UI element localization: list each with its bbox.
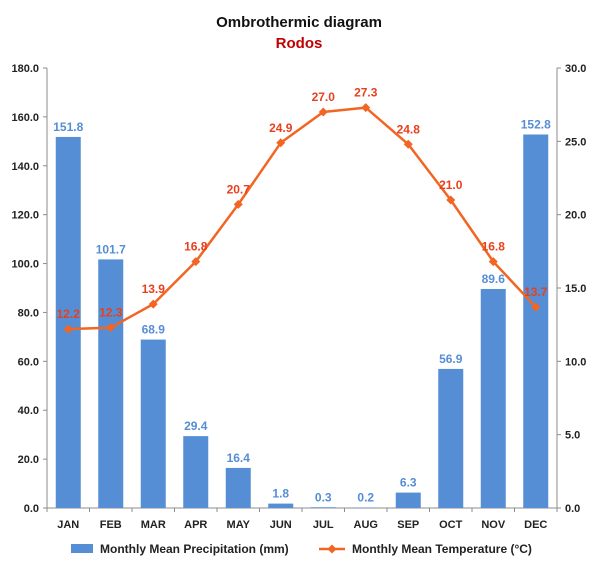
left-tick-label: 140.0 <box>11 161 39 173</box>
precipitation-bar <box>183 436 209 508</box>
left-tick-label: 0.0 <box>24 503 39 515</box>
legend-temperature-swatch-marker <box>327 544 337 554</box>
category-label: FEB <box>100 519 122 531</box>
precipitation-data-label: 0.2 <box>357 491 374 505</box>
temperature-marker <box>446 195 456 205</box>
left-tick-label: 120.0 <box>11 210 39 222</box>
right-tick-label: 25.0 <box>565 136 586 148</box>
legend-temperature-label: Monthly Mean Temperature (°C) <box>352 542 532 556</box>
right-tick-label: 0.0 <box>565 503 580 515</box>
temperature-data-label: 24.8 <box>397 122 421 136</box>
category-label: OCT <box>439 519 463 531</box>
plot-area: 0.0 20.0 40.0 60.0 80.0 100.0 120.0 140.0 160.0 1… <box>11 63 586 531</box>
precipitation-bar <box>98 259 124 508</box>
right-tick-label: 30.0 <box>565 63 586 75</box>
temperature-marker <box>148 299 158 309</box>
precipitation-bar <box>353 507 379 509</box>
temperature-data-label: 16.8 <box>184 240 208 254</box>
category-label: MAY <box>227 519 251 531</box>
precipitation-data-label: 151.8 <box>53 120 83 134</box>
precipitation-bar <box>438 368 464 508</box>
temperature-data-label: 27.0 <box>312 90 336 104</box>
right-tick-label: 10.0 <box>565 356 586 368</box>
temperature-data-label: 12.2 <box>57 307 81 321</box>
temperature-marker <box>191 257 201 267</box>
precipitation-data-label: 101.7 <box>96 242 126 256</box>
category-label: APR <box>184 519 207 531</box>
left-tick-label: 180.0 <box>11 63 39 75</box>
right-tick-label: 20.0 <box>565 210 586 222</box>
precipitation-data-label: 89.6 <box>482 272 506 286</box>
temperature-data-label: 16.8 <box>482 240 506 254</box>
precipitation-data-label: 68.9 <box>142 323 166 337</box>
precipitation-data-label: 16.4 <box>227 451 251 465</box>
category-label: DEC <box>524 519 547 531</box>
temperature-data-label: 24.9 <box>269 121 293 135</box>
temperature-marker <box>403 139 413 149</box>
temperature-marker <box>361 103 371 113</box>
temperature-marker <box>318 107 328 117</box>
right-tick-label: 5.0 <box>565 430 580 442</box>
precipitation-data-label: 152.8 <box>521 117 551 131</box>
precipitation-bar <box>140 339 166 508</box>
temperature-marker <box>63 324 73 334</box>
legend-precipitation-label: Monthly Mean Precipitation (mm) <box>100 542 289 556</box>
temperature-line <box>68 106 537 331</box>
chart-title: Ombrothermic diagram <box>216 14 382 31</box>
temperature-data-label: 27.3 <box>354 86 378 100</box>
right-tick-label: 15.0 <box>565 283 586 295</box>
category-label: SEP <box>397 519 419 531</box>
left-tick-label: 60.0 <box>18 356 39 368</box>
temperature-marker <box>488 257 498 267</box>
precipitation-bar <box>225 467 251 508</box>
temperature-marker <box>106 323 116 333</box>
left-tick-label: 40.0 <box>18 405 39 417</box>
precipitation-bar <box>268 503 294 508</box>
precipitation-data-label: 6.3 <box>400 476 417 490</box>
temperature-data-label: 12.3 <box>99 306 123 320</box>
category-label: JAN <box>57 519 79 531</box>
category-label: JUL <box>313 519 334 531</box>
temperature-data-label: 13.9 <box>142 282 166 296</box>
temperature-marker <box>531 302 541 312</box>
category-label: NOV <box>481 519 506 531</box>
precipitation-bar <box>395 492 421 508</box>
precipitation-data-label: 29.4 <box>184 419 208 433</box>
precipitation-bar <box>480 288 506 508</box>
temperature-data-label: 13.7 <box>524 285 548 299</box>
left-tick-label: 160.0 <box>11 112 39 124</box>
legend: Monthly Mean Precipitation (mm) Monthly M… <box>71 542 532 556</box>
category-label: JUN <box>270 519 292 531</box>
temperature-data-label: 21.0 <box>439 178 463 192</box>
legend-precipitation-swatch <box>71 544 93 553</box>
precipitation-bar <box>55 136 81 508</box>
temperature-data-label: 20.7 <box>227 182 251 196</box>
chart-subtitle: Rodos <box>276 35 323 52</box>
precipitation-data-label: 0.3 <box>315 490 332 504</box>
left-tick-label: 80.0 <box>18 307 39 319</box>
precipitation-data-label: 56.9 <box>439 352 463 366</box>
left-tick-label: 100.0 <box>11 259 39 271</box>
category-label: AUG <box>354 519 378 531</box>
precipitation-data-label: 1.8 <box>272 487 289 501</box>
temperature-marker <box>233 199 243 209</box>
precipitation-bar <box>523 134 549 508</box>
category-label: MAR <box>141 519 166 531</box>
left-tick-label: 20.0 <box>18 454 39 466</box>
precipitation-bar <box>310 507 336 508</box>
temperature-marker <box>276 138 286 148</box>
